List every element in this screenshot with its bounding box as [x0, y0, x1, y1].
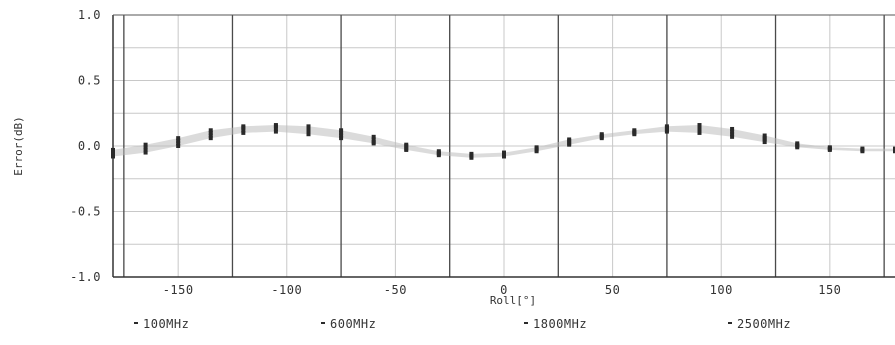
data-point	[208, 136, 213, 141]
data-point	[371, 137, 376, 142]
data-point	[827, 145, 832, 150]
data-point	[273, 123, 278, 128]
data-point	[241, 128, 246, 133]
data-point	[860, 146, 865, 151]
data-point	[567, 141, 572, 146]
data-point	[730, 134, 735, 139]
grid-major	[112, 14, 895, 278]
legend-item: 100MHz	[134, 317, 189, 331]
data-point	[502, 150, 506, 155]
series-2500MHz	[111, 123, 895, 156]
data-point	[599, 132, 604, 137]
data-point	[176, 136, 181, 141]
data-point	[339, 133, 344, 138]
data-point	[567, 137, 572, 142]
x-axis-title: Roll[°]	[490, 294, 536, 307]
data-point	[436, 149, 441, 154]
data-point	[469, 151, 474, 156]
legend-label: 100MHz	[143, 317, 189, 331]
data-point	[893, 146, 895, 151]
legend-marker	[134, 322, 138, 324]
data-point	[306, 129, 311, 134]
legend-item: 1800MHz	[524, 317, 587, 331]
x-tick-label: -50	[384, 283, 407, 297]
data-point	[111, 151, 115, 156]
data-point	[697, 128, 702, 133]
y-tick-labels: 1.0 0.5 0.0 -0.5 -1.0	[70, 8, 101, 284]
data-point	[176, 141, 181, 146]
legend-label: 2500MHz	[737, 317, 791, 331]
data-point	[404, 142, 409, 147]
data-point	[730, 129, 735, 134]
data-point	[306, 132, 311, 137]
data-point	[176, 144, 181, 148]
data-point	[697, 125, 702, 130]
x-tick-label: 100	[710, 283, 733, 297]
legend-label: 1800MHz	[533, 317, 587, 331]
data-point	[339, 128, 344, 133]
legend-item: 2500MHz	[728, 317, 791, 331]
data-point	[111, 147, 115, 152]
legend-marker	[524, 322, 528, 324]
legend-item: 600MHz	[321, 317, 376, 331]
legend-marker	[728, 322, 732, 324]
data-point	[208, 130, 213, 135]
data-point	[404, 146, 409, 151]
y-tick-label: 0.5	[78, 74, 101, 88]
data-point	[273, 126, 278, 131]
y-tick-label: -1.0	[70, 270, 101, 284]
legend-marker	[321, 322, 325, 324]
y-axis-title: Error(dB)	[12, 116, 25, 176]
legend: 100MHz 600MHz 1800MHz 2500MHz	[134, 317, 791, 331]
x-tick-label: 50	[605, 283, 620, 297]
data-point	[664, 124, 669, 129]
x-tick-label: 150	[818, 283, 841, 297]
data-point	[208, 128, 213, 133]
data-point	[241, 124, 246, 129]
data-point	[208, 133, 213, 138]
data-point	[697, 130, 702, 135]
legend-label: 600MHz	[330, 317, 376, 331]
y-tick-label: 1.0	[78, 8, 101, 22]
data-point	[143, 142, 148, 147]
data-point	[143, 147, 148, 152]
data-point	[339, 130, 344, 135]
data-point	[143, 150, 148, 155]
data-point	[632, 128, 637, 133]
data-point	[762, 136, 767, 141]
data-point	[371, 134, 376, 139]
data-point	[306, 124, 311, 129]
data-point	[730, 126, 735, 131]
data-point	[273, 129, 278, 134]
x-tick-labels: -150 -100 -50 0 50 100 150	[163, 283, 841, 297]
data-point	[306, 126, 311, 131]
x-tick-label: 0	[500, 283, 508, 297]
data-point	[371, 140, 376, 145]
data-point	[730, 132, 735, 137]
data-point	[241, 130, 246, 135]
x-tick-label: -150	[163, 283, 194, 297]
data-point	[111, 154, 115, 159]
data-point	[176, 138, 181, 143]
data-point	[762, 133, 767, 138]
y-tick-label: 0.0	[78, 139, 101, 153]
data-point	[697, 123, 702, 128]
data-point	[664, 128, 669, 133]
data-point	[143, 145, 148, 150]
x-tick-label: -100	[271, 283, 302, 297]
data-point	[339, 136, 344, 141]
data-point	[534, 145, 539, 150]
data-point	[762, 140, 767, 145]
y-tick-label: -0.5	[70, 205, 101, 219]
data-point	[795, 141, 800, 146]
data-markers	[111, 123, 895, 160]
